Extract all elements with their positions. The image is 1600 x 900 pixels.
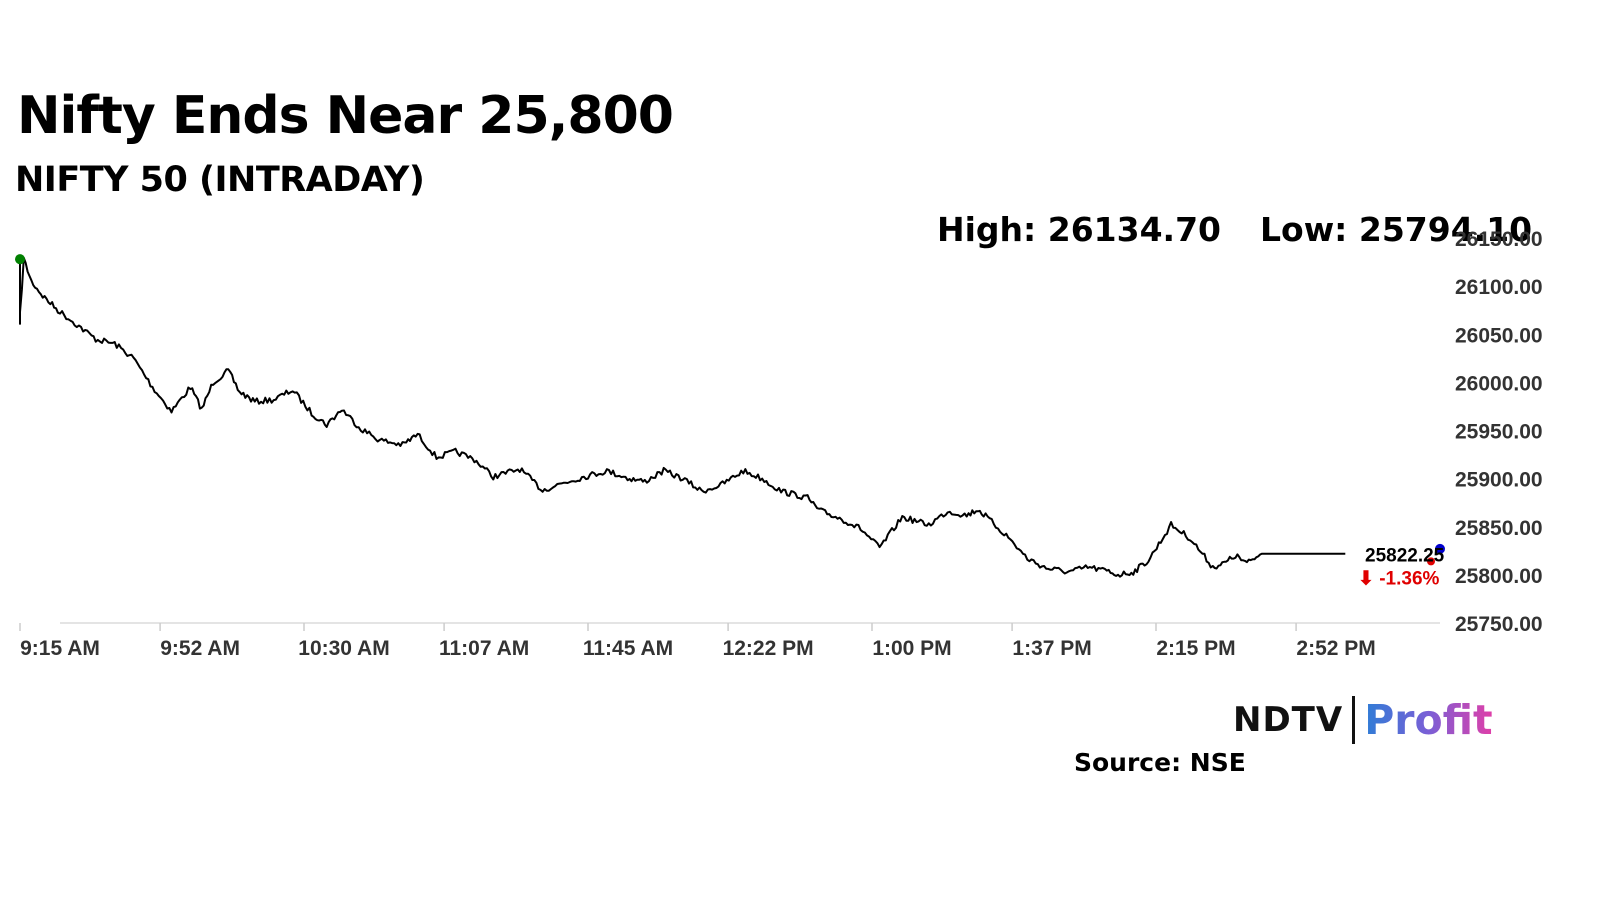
- y-tick-label: 25950.00: [1455, 421, 1543, 444]
- price-line: [19, 256, 1346, 578]
- brand-separator: [1352, 696, 1356, 744]
- chart-title: Nifty Ends Near 25,800: [17, 86, 674, 146]
- y-tick-label: 25900.00: [1455, 469, 1543, 492]
- y-tick-label: 25850.00: [1455, 517, 1543, 540]
- x-tick-label: 2:52 PM: [1296, 637, 1375, 660]
- y-tick-label: 25750.00: [1455, 613, 1543, 636]
- last-marker: [1427, 557, 1435, 566]
- y-tick-label: 25800.00: [1455, 565, 1543, 588]
- open-marker: [15, 254, 25, 265]
- x-tick-label: 9:52 AM: [160, 637, 240, 660]
- brand-profit: Profit: [1364, 696, 1493, 744]
- brand-ndtv: NDTV: [1233, 700, 1344, 740]
- x-tick-label: 11:07 AM: [439, 637, 529, 660]
- x-tick-label: 9:15 AM: [20, 637, 100, 660]
- x-tick-label: 1:37 PM: [1012, 637, 1091, 660]
- x-tick-label: 12:22 PM: [723, 637, 814, 660]
- ndtv-profit-logo: NDTV Profit: [1233, 695, 1493, 745]
- x-tick-label: 2:15 PM: [1156, 637, 1235, 660]
- y-tick-label: 26100.00: [1455, 276, 1543, 299]
- x-tick-label: 1:00 PM: [872, 637, 951, 660]
- y-tick-label: 26000.00: [1455, 372, 1543, 395]
- x-tick-label: 10:30 AM: [298, 637, 389, 660]
- last-value-label: 25822.25: [1365, 546, 1445, 567]
- chart-subtitle: NIFTY 50 (INTRADAY): [15, 160, 425, 200]
- low-value: Low: 25794.10: [1260, 210, 1533, 249]
- close-marker: [1435, 543, 1445, 554]
- source-note: Source: NSE: [1074, 748, 1246, 777]
- change-label: ⬇ -1.36%: [1358, 569, 1440, 590]
- y-tick-label: 26050.00: [1455, 324, 1543, 347]
- high-value: High: 26134.70: [937, 210, 1221, 249]
- y-tick-label: 26150.00: [1455, 228, 1543, 251]
- x-tick-label: 11:45 AM: [583, 637, 673, 660]
